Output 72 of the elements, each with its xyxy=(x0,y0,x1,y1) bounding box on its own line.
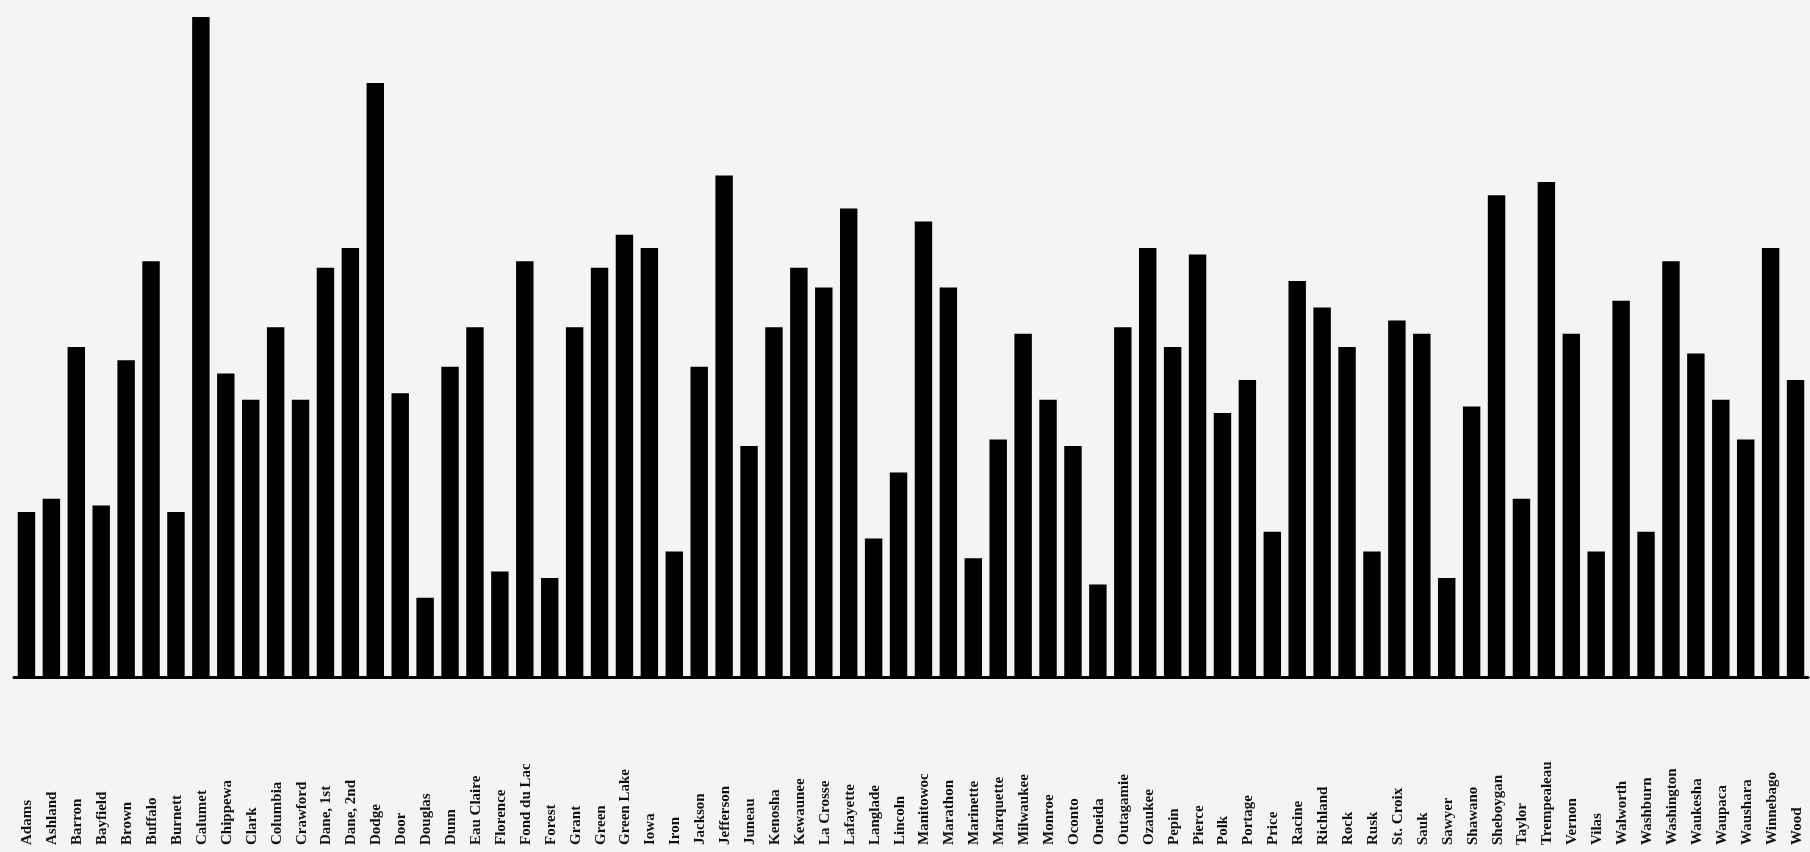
x-tick-label: Marathon xyxy=(940,779,957,845)
x-tick-label: Rusk xyxy=(1363,810,1380,845)
x-tick-label: Iowa xyxy=(641,812,658,845)
x-tick-label: Kewaunee xyxy=(790,778,807,845)
x-tick-label: Bayfield xyxy=(93,791,110,845)
x-tick-label: Taylor xyxy=(1513,802,1530,845)
x-tick-label: Vernon xyxy=(1563,797,1580,845)
x-tick-label: Dunn xyxy=(442,808,459,845)
x-tick-label: Sauk xyxy=(1413,811,1430,845)
x-tick-label: Marinette xyxy=(965,780,982,845)
x-tick-label: Green xyxy=(591,804,608,845)
x-tick-label: St. Croix xyxy=(1388,787,1405,845)
x-tick-label: Columbia xyxy=(267,781,284,845)
x-tick-label: Adams xyxy=(18,799,35,845)
x-tick-label: Douglas xyxy=(417,793,434,845)
x-tick-label: Rock xyxy=(1339,811,1356,845)
x-tick-label: Walworth xyxy=(1613,780,1630,845)
x-tick-label: Ashland xyxy=(43,790,60,845)
x-tick-label: Chippewa xyxy=(217,779,234,845)
x-tick-label: Dane, 2nd xyxy=(342,779,359,845)
x-tick-label: Green Lake xyxy=(616,768,633,845)
x-tick-label: Racine xyxy=(1289,800,1306,845)
x-tick-label: Juneau xyxy=(741,798,758,845)
x-tick-label: Richland xyxy=(1314,785,1331,845)
x-tick-label: Waushara xyxy=(1737,778,1754,845)
x-tick-label: Wood xyxy=(1787,806,1804,845)
x-tick-label: Ozaukee xyxy=(1139,788,1156,845)
x-tick-label: Polk xyxy=(1214,815,1231,845)
x-tick-label: Winnebago xyxy=(1762,771,1779,845)
x-tick-label: Sheboygan xyxy=(1488,774,1505,845)
x-tick-label: Sawyer xyxy=(1438,797,1455,845)
x-tick-label: Pierce xyxy=(1189,804,1206,845)
x-tick-label: Grant xyxy=(566,805,583,845)
x-tick-label: Fond du Lac xyxy=(516,762,533,845)
x-tick-label: Dodge xyxy=(367,803,384,845)
x-tick-label: Door xyxy=(392,812,409,845)
x-tick-label: Portage xyxy=(1239,794,1256,845)
x-tick-label: Shawano xyxy=(1463,786,1480,845)
x-tick-label: Jefferson xyxy=(716,785,733,845)
x-tick-label: Marquette xyxy=(990,776,1007,845)
x-tick-label: Outagamie xyxy=(1114,773,1131,845)
x-tick-label: Burnett xyxy=(167,795,184,845)
x-tick-label: Brown xyxy=(118,801,135,845)
x-tick-label: Dane, 1st xyxy=(317,785,334,845)
x-tick-label: Clark xyxy=(242,806,259,845)
x-tick-label: Kenosha xyxy=(765,788,782,845)
x-tick-label: Crawford xyxy=(292,781,309,845)
x-tick-label: Jackson xyxy=(691,792,708,845)
x-tick-label: Barron xyxy=(68,797,85,845)
x-tick-label: Oneida xyxy=(1089,797,1106,845)
x-tick-label: Forest xyxy=(541,804,558,845)
x-tick-label: Waukesha xyxy=(1687,777,1704,845)
x-tick-label: Buffalo xyxy=(143,797,160,845)
x-tick-label: Lafayette xyxy=(840,783,857,845)
x-tick-label: Washburn xyxy=(1638,776,1655,845)
x-tick-label: Iron xyxy=(666,816,683,845)
x-tick-label: Vilas xyxy=(1588,812,1605,845)
x-tick-label: Oconto xyxy=(1064,798,1081,845)
x-tick-label: Langlade xyxy=(865,784,882,845)
x-tick-label: La Crosse xyxy=(815,780,832,845)
x-tick-label: Pepin xyxy=(1164,807,1181,845)
x-tick-label: Washington xyxy=(1662,767,1679,845)
x-tick-label: Monroe xyxy=(1040,794,1057,845)
x-tick-label: Lincoln xyxy=(890,795,907,845)
x-tick-label: Eau Claire xyxy=(466,775,483,845)
x-tick-label: Milwaukee xyxy=(1015,773,1032,845)
x-tick-label: Price xyxy=(1264,811,1281,845)
x-tick-label: Trempealeau xyxy=(1538,761,1555,845)
x-tick-label: Waupaca xyxy=(1712,784,1729,845)
x-tick-label: Florence xyxy=(491,789,508,845)
x-tick-label: Calumet xyxy=(192,790,209,845)
x-tick-label: Manitowoc xyxy=(915,773,932,845)
